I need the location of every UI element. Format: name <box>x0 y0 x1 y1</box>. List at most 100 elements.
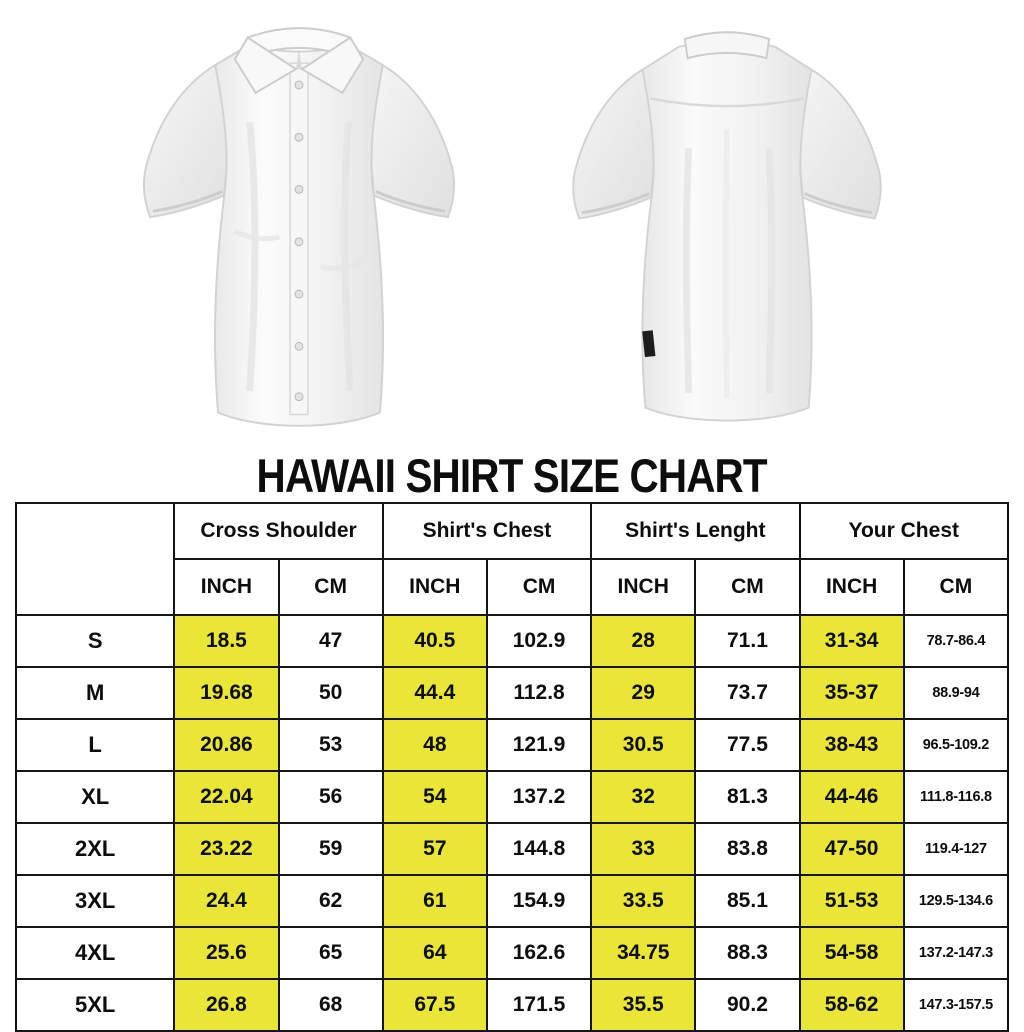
value-cell: 19.68 <box>173 666 280 720</box>
value-cell: 22.04 <box>173 770 280 824</box>
value-cell: 59 <box>277 822 384 876</box>
value-cell: 137.2-147.3 <box>902 926 1010 980</box>
value-cell: 48 <box>381 718 488 772</box>
value-cell: 47 <box>277 614 384 668</box>
value-cell: 144.8 <box>485 822 593 876</box>
value-cell: 111.8-116.8 <box>902 770 1010 824</box>
value-cell: 67.5 <box>381 978 488 1032</box>
table-row: 5XL 26.8 68 67.5 171.5 35.5 90.2 58-62 147.3-157… <box>14 978 1010 1032</box>
value-cell: 38-43 <box>798 718 905 772</box>
value-cell: 121.9 <box>485 718 593 772</box>
group-header-shirts-lenght: Shirt's Lenght <box>590 502 801 560</box>
value-cell: 29 <box>590 666 697 720</box>
value-cell: 102.9 <box>485 614 593 668</box>
size-chart-table: Cross Shoulder Shirt's Chest Shirt's Len… <box>14 502 1010 1032</box>
value-cell: 171.5 <box>485 978 593 1032</box>
value-cell: 147.3-157.5 <box>902 978 1010 1032</box>
value-cell: 162.6 <box>485 926 593 980</box>
shirt-front-image <box>98 4 500 448</box>
value-cell: 73.7 <box>694 666 801 720</box>
value-cell: 33.5 <box>590 874 697 928</box>
size-label: 2XL <box>14 822 176 876</box>
value-cell: 18.5 <box>173 614 280 668</box>
group-header-cross-shoulder: Cross Shoulder <box>173 502 384 560</box>
shirt-front-illustration <box>143 27 455 427</box>
size-label: M <box>14 666 176 720</box>
unit-header-cell: CM <box>694 558 801 616</box>
shirt-buttons <box>294 80 304 402</box>
table-row: XL 22.04 56 54 137.2 32 81.3 44-46 111.8-116.8 <box>14 770 1010 824</box>
value-cell: 25.6 <box>173 926 280 980</box>
value-cell: 81.3 <box>694 770 801 824</box>
unit-header-cell: INCH <box>381 558 488 616</box>
unit-header-cell: CM <box>485 558 593 616</box>
value-cell: 90.2 <box>694 978 801 1032</box>
value-cell: 47-50 <box>798 822 905 876</box>
value-cell: 68 <box>277 978 384 1032</box>
table-row: M 19.68 50 44.4 112.8 29 73.7 35-37 88.9-94 <box>14 666 1010 720</box>
size-label: 4XL <box>14 926 176 980</box>
value-cell: 64 <box>381 926 488 980</box>
size-label: 3XL <box>14 874 176 928</box>
value-cell: 28 <box>590 614 697 668</box>
shirt-back-image <box>528 14 926 446</box>
shirt-images-row <box>0 0 1024 452</box>
unit-header-cell: INCH <box>173 558 280 616</box>
table-body: S 18.5 47 40.5 102.9 28 71.1 31-34 78.7-86.4 M 19.… <box>14 614 1010 1032</box>
value-cell: 96.5-109.2 <box>902 718 1010 772</box>
value-cell: 58-62 <box>798 978 905 1032</box>
value-cell: 20.86 <box>173 718 280 772</box>
value-cell: 35.5 <box>590 978 697 1032</box>
value-cell: 24.4 <box>173 874 280 928</box>
group-header-shirts-chest: Shirt's Chest <box>381 502 593 560</box>
value-cell: 85.1 <box>694 874 801 928</box>
value-cell: 83.8 <box>694 822 801 876</box>
value-cell: 34.75 <box>590 926 697 980</box>
shirt-back-illustration <box>572 31 882 422</box>
size-label: XL <box>14 770 176 824</box>
value-cell: 119.4-127 <box>902 822 1010 876</box>
value-cell: 65 <box>277 926 384 980</box>
value-cell: 61 <box>381 874 488 928</box>
back-collar-band <box>683 31 771 60</box>
value-cell: 35-37 <box>798 666 905 720</box>
table-row: 3XL 24.4 62 61 154.9 33.5 85.1 51-53 129.5-134.6 <box>14 874 1010 928</box>
title-row: HAWAII SHIRT SIZE CHART <box>0 452 1024 500</box>
table-row: 2XL 23.22 59 57 144.8 33 83.8 47-50 119.4-127 <box>14 822 1010 876</box>
table-row: S 18.5 47 40.5 102.9 28 71.1 31-34 78.7-86.4 <box>14 614 1010 668</box>
value-cell: 129.5-134.6 <box>902 874 1010 928</box>
value-cell: 54-58 <box>798 926 905 980</box>
value-cell: 71.1 <box>694 614 801 668</box>
brand-tag <box>642 330 656 358</box>
value-cell: 54 <box>381 770 488 824</box>
unit-header-row: INCH CM INCH CM INCH CM INCH CM <box>16 558 1010 616</box>
value-cell: 50 <box>277 666 384 720</box>
value-cell: 40.5 <box>381 614 488 668</box>
value-cell: 77.5 <box>694 718 801 772</box>
value-cell: 154.9 <box>485 874 593 928</box>
yoke-seam <box>649 97 805 108</box>
table-row: L 20.86 53 48 121.9 30.5 77.5 38-43 96.5-109.2 <box>14 718 1010 772</box>
unit-header-cell: CM <box>277 558 384 616</box>
size-label: S <box>14 614 176 668</box>
value-cell: 112.8 <box>485 666 593 720</box>
value-cell: 56 <box>277 770 384 824</box>
table-row: 4XL 25.6 65 64 162.6 34.75 88.3 54-58 137.2-147.… <box>14 926 1010 980</box>
value-cell: 62 <box>277 874 384 928</box>
value-cell: 78.7-86.4 <box>902 614 1010 668</box>
group-header-row: Cross Shoulder Shirt's Chest Shirt's Len… <box>14 502 1010 616</box>
value-cell: 33 <box>590 822 697 876</box>
value-cell: 23.22 <box>173 822 280 876</box>
group-header-your-chest: Your Chest <box>798 502 1010 560</box>
value-cell: 44.4 <box>381 666 488 720</box>
size-label: L <box>14 718 176 772</box>
unit-header-cell: INCH <box>590 558 697 616</box>
value-cell: 137.2 <box>485 770 593 824</box>
unit-header-cell: CM <box>902 558 1010 616</box>
value-cell: 26.8 <box>173 978 280 1032</box>
value-cell: 88.3 <box>694 926 801 980</box>
value-cell: 30.5 <box>590 718 697 772</box>
value-cell: 31-34 <box>798 614 905 668</box>
value-cell: 32 <box>590 770 697 824</box>
